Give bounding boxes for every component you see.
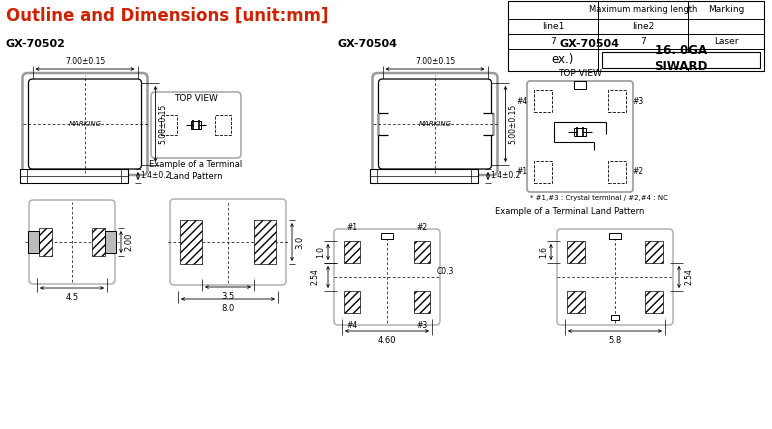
Text: #3: #3 [632, 97, 643, 106]
Text: 1.4±0.2: 1.4±0.2 [140, 172, 171, 181]
Bar [191, 121, 201, 129]
Text: 7.00±0.15: 7.00±0.15 [65, 57, 105, 66]
Text: #1: #1 [517, 167, 528, 176]
Text: Marking: Marking [708, 6, 744, 15]
Text: 5.8: 5.8 [608, 336, 621, 345]
Bar [344, 291, 360, 313]
FancyBboxPatch shape [29, 79, 141, 169]
Bar [645, 291, 663, 313]
Bar [414, 241, 430, 263]
Text: 7.00±0.15: 7.00±0.15 [415, 57, 455, 66]
Bar [180, 220, 202, 264]
Bar [574, 81, 586, 89]
FancyBboxPatch shape [151, 92, 241, 158]
Text: 8.0: 8.0 [222, 304, 235, 313]
Bar [344, 241, 360, 263]
Bar [92, 228, 105, 256]
FancyBboxPatch shape [557, 229, 673, 325]
Bar [574, 127, 586, 136]
FancyBboxPatch shape [378, 79, 492, 169]
Bar [381, 233, 393, 239]
Bar [611, 315, 619, 320]
Bar [215, 115, 231, 135]
Bar [534, 90, 552, 112]
FancyBboxPatch shape [22, 73, 147, 175]
FancyBboxPatch shape [527, 81, 633, 192]
Text: Maximum marking length: Maximum marking length [589, 4, 697, 13]
FancyBboxPatch shape [29, 200, 115, 284]
Bar [534, 161, 552, 183]
Text: TOP VIEW: TOP VIEW [558, 69, 602, 78]
Text: 1.4±0.2: 1.4±0.2 [490, 172, 520, 181]
Text: #3: #3 [416, 321, 428, 330]
Bar [608, 161, 626, 183]
Bar [567, 241, 585, 263]
Bar [609, 233, 621, 239]
Bar [20, 169, 128, 183]
Bar [608, 90, 626, 112]
Text: 3.5: 3.5 [222, 292, 235, 301]
Bar [645, 241, 663, 263]
Bar [602, 52, 760, 68]
Bar [254, 220, 276, 264]
Bar [39, 228, 52, 256]
Text: #2: #2 [632, 167, 643, 176]
Text: 2.54: 2.54 [311, 269, 320, 285]
FancyBboxPatch shape [373, 73, 497, 175]
Text: MARKING: MARKING [69, 121, 101, 127]
FancyBboxPatch shape [334, 229, 440, 325]
Text: 4.60: 4.60 [378, 336, 396, 345]
Bar [161, 115, 177, 135]
Text: 16. 0GA
SIWARD: 16. 0GA SIWARD [655, 45, 708, 73]
Text: line1: line1 [542, 22, 564, 31]
Text: #4: #4 [347, 321, 357, 330]
Text: MARKING: MARKING [418, 121, 452, 127]
Text: C0.3: C0.3 [437, 268, 455, 277]
Bar [370, 169, 478, 183]
Text: 2.00: 2.00 [124, 233, 133, 251]
Bar [508, 1, 764, 71]
Text: Laser: Laser [714, 37, 738, 46]
Text: TOP VIEW: TOP VIEW [174, 94, 218, 103]
Text: 4.5: 4.5 [66, 293, 79, 302]
Text: 1.0: 1.0 [316, 246, 325, 258]
Bar [28, 231, 39, 253]
Text: 2.54: 2.54 [685, 269, 694, 285]
Text: line2: line2 [631, 22, 654, 31]
Bar [105, 231, 116, 253]
Text: Example of a Terminal
Land Pattern: Example of a Terminal Land Pattern [149, 160, 242, 181]
Text: Outline and Dimensions [unit:mm]: Outline and Dimensions [unit:mm] [6, 7, 329, 25]
Text: #1: #1 [347, 223, 357, 232]
Bar [378, 113, 388, 135]
Text: GX-70502: GX-70502 [6, 39, 66, 49]
Text: 7: 7 [640, 37, 646, 46]
Bar [414, 291, 430, 313]
Text: 5.00±0.15: 5.00±0.15 [509, 104, 517, 144]
FancyBboxPatch shape [170, 199, 286, 285]
Text: * #1,#3 : Crystal terminal / #2,#4 : NC: * #1,#3 : Crystal terminal / #2,#4 : NC [530, 195, 668, 201]
Text: #4: #4 [516, 97, 528, 106]
Text: ex.): ex.) [552, 52, 574, 66]
Bar [567, 291, 585, 313]
Text: 1.6: 1.6 [539, 246, 548, 258]
Text: GX-70504: GX-70504 [338, 39, 398, 49]
Text: 3.0: 3.0 [295, 236, 304, 249]
Text: Example of a Terminal Land Pattern: Example of a Terminal Land Pattern [496, 207, 645, 216]
Text: #2: #2 [416, 223, 428, 232]
Text: 7: 7 [550, 37, 556, 46]
Text: GX-70504: GX-70504 [560, 39, 620, 49]
Text: 5.00±0.15: 5.00±0.15 [158, 104, 168, 144]
Bar [482, 113, 493, 135]
